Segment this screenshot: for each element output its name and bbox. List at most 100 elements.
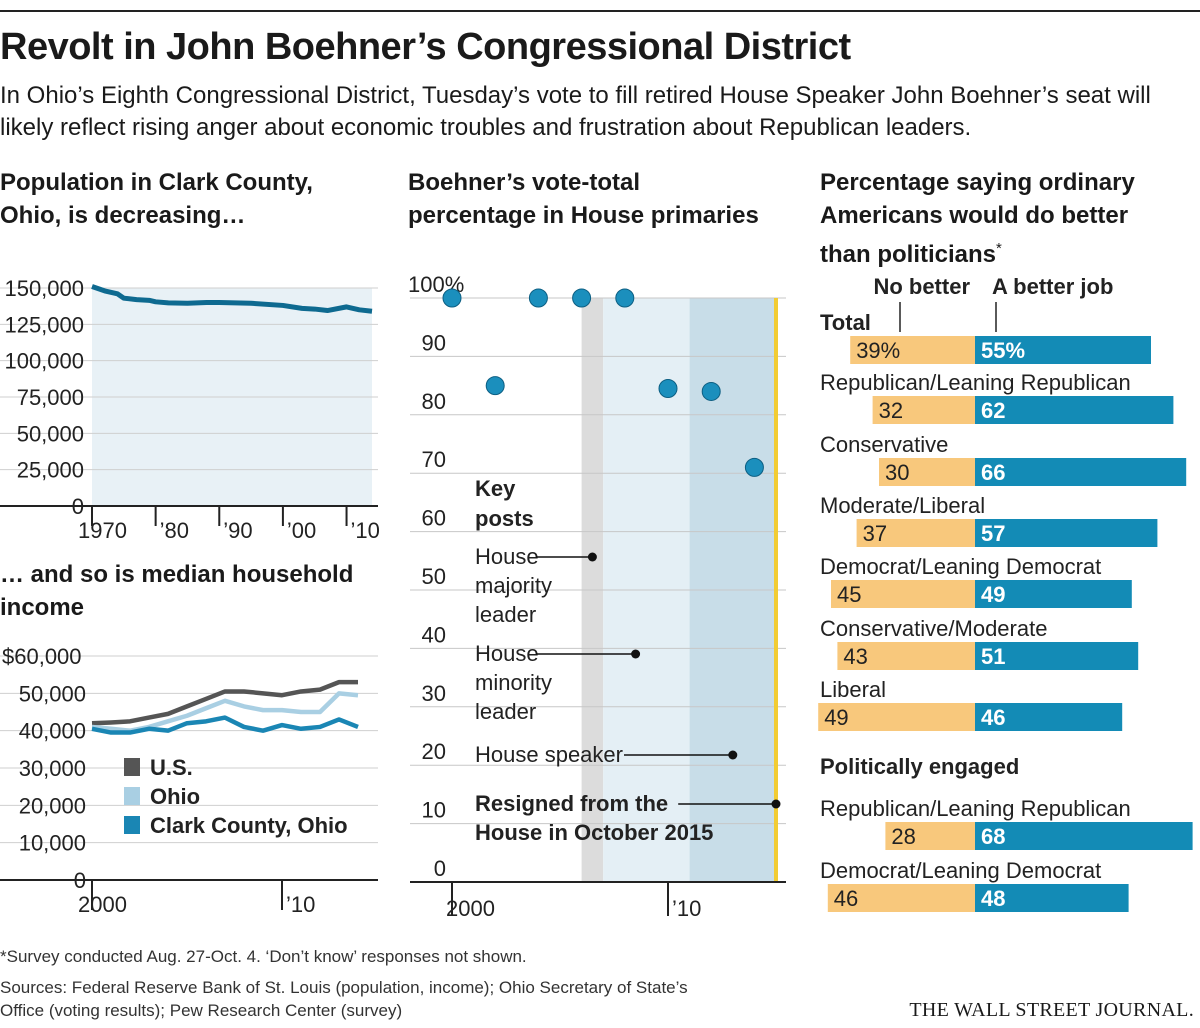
annotation-label: House speaker (475, 742, 623, 767)
no-better-value-label: 49 (824, 705, 848, 730)
no-better-value-label: 30 (885, 460, 909, 485)
income-legend-label: Clark County, Ohio (150, 813, 348, 838)
income-y-tick-label: 40,000 (19, 719, 86, 744)
survey-row-label: Liberal (820, 677, 886, 702)
income-y-tick-label: 20,000 (19, 793, 86, 818)
income-title-line-2: income (0, 594, 85, 621)
population-x-tick-label: ’00 (287, 518, 316, 543)
better-job-value-label: 68 (981, 824, 1005, 849)
no-better-bar (872, 396, 975, 424)
population-x-tick-label: ’80 (160, 518, 189, 543)
population-title: Population in Clark County, Ohio, is dec… (0, 166, 313, 232)
no-better-value-label: 39% (856, 338, 900, 363)
top-rule (0, 10, 1200, 12)
key-title-line-1: Key (475, 476, 516, 501)
primary-vote-point (442, 288, 462, 308)
votes-y-tick-label: 90 (422, 330, 446, 355)
no-better-value-label: 37 (863, 521, 887, 546)
primary-vote-point (658, 379, 678, 399)
votes-y-tick-label: 50 (422, 564, 446, 589)
annotation-marker (631, 649, 641, 659)
income-title-line-1: … and so is median household (0, 561, 354, 588)
votes-y-tick-label: 80 (422, 389, 446, 414)
votes-y-tick-label: 40 (422, 622, 446, 647)
survey-title-line-3: than politicians (820, 241, 997, 268)
income-clark-line (91, 715, 359, 735)
income-legend-swatch (124, 816, 140, 834)
population-y-tick-label: 75,000 (17, 385, 84, 410)
votes-y-tick-label: 0 (434, 856, 446, 881)
sources-line-2: Office (voting results); Pew Research Ce… (0, 1001, 403, 1020)
better-job-bar (975, 884, 1129, 912)
legend-no-better: No better (873, 274, 970, 299)
votes-y-tick-label: 10 (422, 798, 446, 823)
legend-better-job: A better job (992, 274, 1113, 299)
annotation-label: minority (475, 670, 552, 695)
no-better-bar (879, 458, 975, 486)
politically-engaged-label: Politically engaged (820, 754, 1019, 779)
survey-row-label: Conservative/Moderate (820, 616, 1047, 641)
votes-y-tick-label: 70 (422, 447, 446, 472)
better-job-bar (975, 822, 1193, 850)
better-job-bar (975, 580, 1132, 608)
no-better-bar (831, 580, 975, 608)
votes-x-tick-label: 2000 (446, 896, 495, 921)
survey-row-label: Moderate/Liberal (820, 493, 985, 518)
no-better-value-label: 45 (837, 582, 861, 607)
votes-title: Boehner’s vote-total percentage in House… (408, 166, 759, 232)
no-better-bar (818, 703, 975, 731)
better-job-bar (975, 642, 1139, 670)
income-legend-swatch (124, 758, 140, 776)
primary-vote-point (744, 457, 764, 477)
better-job-value-label: 51 (981, 644, 1005, 669)
better-job-bar (975, 458, 1187, 486)
better-job-value-label: 62 (981, 398, 1005, 423)
population-y-tick-label: 25,000 (17, 458, 84, 483)
no-better-value-label: 43 (843, 644, 867, 669)
survey-row-label: Democrat/Leaning Democrat (820, 858, 1101, 883)
annotation-label: leader (475, 602, 536, 627)
annotation-marker (771, 799, 781, 809)
survey-title: Percentage saying ordinary Americans wou… (820, 166, 1135, 271)
no-better-value-label: 32 (879, 398, 903, 423)
no-better-bar (850, 336, 975, 364)
income-title: … and so is median household income (0, 558, 353, 624)
no-better-value-label: 46 (834, 886, 858, 911)
better-job-value-label: 46 (981, 705, 1005, 730)
sources-line-1: Sources: Federal Reserve Bank of St. Lou… (0, 978, 688, 997)
primary-vote-point (485, 376, 505, 396)
income-legend-label: U.S. (150, 755, 193, 780)
population-title-line-1: Population in Clark County, (0, 169, 313, 196)
income-y-tick-label: 50,000 (19, 681, 86, 706)
primary-vote-point (615, 288, 635, 308)
votes-y-tick-label: 60 (422, 506, 446, 531)
votes-y-tick-label: 20 (422, 739, 446, 764)
population-x-tick-label: ’10 (351, 518, 380, 543)
income-x-tick-label: 2000 (78, 892, 127, 917)
income-y-tick-label: 30,000 (19, 756, 86, 781)
survey-title-line-2: Americans would do better (820, 202, 1129, 229)
annotation-label: House (475, 641, 539, 666)
better-job-value-label: 49 (981, 582, 1005, 607)
income-y-tick-label: 10,000 (19, 831, 86, 856)
better-job-bar (975, 703, 1123, 731)
better-job-bar (975, 396, 1174, 424)
population-y-tick-label: 150,000 (4, 276, 84, 301)
population-y-tick-label: 50,000 (17, 421, 84, 446)
primary-vote-point (701, 381, 721, 401)
no-better-bar (827, 884, 975, 912)
survey-row-label: Republican/Leaning Republican (820, 796, 1131, 821)
annotation-marker (728, 750, 738, 760)
survey-row-label: Conservative (820, 432, 948, 457)
annotation-label: Resigned from the (475, 791, 668, 816)
survey-row-label: Republican/Leaning Republican (820, 370, 1131, 395)
population-series-line (91, 284, 373, 314)
survey-title-line-1: Percentage saying ordinary (820, 169, 1135, 196)
population-x-tick-label: ’90 (223, 518, 252, 543)
income-legend-swatch (124, 787, 140, 805)
population-x-tick-label: 1970 (78, 518, 127, 543)
better-job-bar (975, 336, 1151, 364)
annotation-label: majority (475, 573, 552, 598)
primary-vote-point (528, 288, 548, 308)
